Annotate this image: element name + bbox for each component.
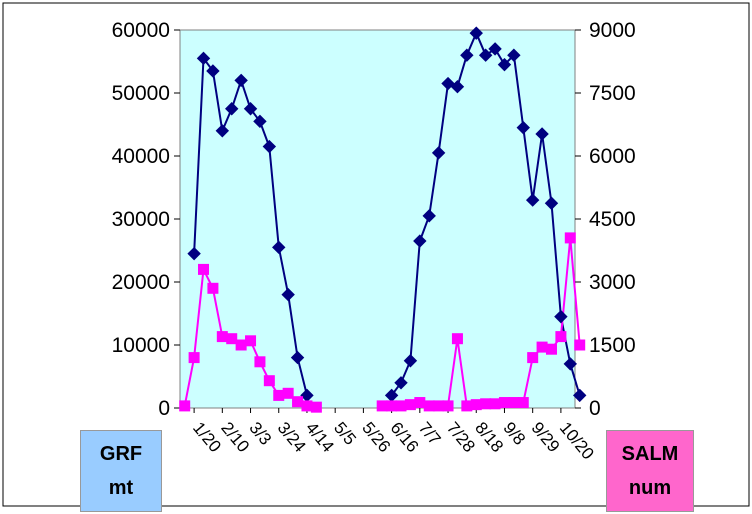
series-1-point xyxy=(525,193,540,207)
left-axis-label-box: GRF mt xyxy=(80,430,162,512)
series-2-point xyxy=(574,339,586,351)
series-2-point xyxy=(423,400,435,412)
series-1-point xyxy=(187,246,201,261)
right-tick-label: 0 xyxy=(589,397,601,420)
series-2-point xyxy=(536,341,548,353)
series-2-point xyxy=(292,396,304,408)
series-1-point xyxy=(563,357,578,371)
series-2-point xyxy=(216,331,228,343)
series-1-point xyxy=(394,376,408,390)
series-1-point xyxy=(516,120,530,135)
series-2-point xyxy=(245,335,257,347)
series-2-point xyxy=(527,352,539,364)
left-axis-label-line1: GRF xyxy=(99,443,143,465)
series-2-point xyxy=(564,232,576,244)
series-2-point xyxy=(480,398,492,410)
right-axis-label-line1: SALM xyxy=(621,443,679,465)
series-1-point xyxy=(243,102,258,116)
series-1-point xyxy=(431,146,446,160)
series-1-point xyxy=(403,354,418,368)
left-tick-label: 10000 xyxy=(112,334,170,357)
series-1-point xyxy=(469,26,483,40)
series-1-point xyxy=(234,73,248,88)
right-axis-label-line2: num xyxy=(628,477,672,499)
right-tick-label: 4500 xyxy=(589,208,636,231)
series-2-point xyxy=(555,331,567,343)
series-1-point xyxy=(281,287,295,302)
series-2-point xyxy=(545,343,557,355)
series-1-point xyxy=(225,102,239,116)
series-2-point xyxy=(254,356,266,368)
series-2-point xyxy=(273,389,285,401)
series-2-point xyxy=(433,400,445,412)
series-2-point xyxy=(301,400,313,412)
series-2-point xyxy=(263,375,275,387)
series-2-point xyxy=(404,399,416,411)
right-tick-label: 1500 xyxy=(589,334,636,357)
right-tick-label: 3000 xyxy=(589,271,636,294)
series-1-point xyxy=(544,196,559,210)
left-axis-label-line2: mt xyxy=(108,477,134,499)
series-2-point xyxy=(376,400,388,412)
series-1-point xyxy=(215,124,230,138)
series-1-point xyxy=(196,51,211,66)
series-1-point xyxy=(554,309,568,324)
left-tick-label: 0 xyxy=(158,397,170,420)
series-2-point xyxy=(235,339,247,351)
series-1-point xyxy=(262,139,277,154)
left-tick-label: 20000 xyxy=(112,271,170,294)
series-1-point xyxy=(413,234,427,248)
series-1-point xyxy=(478,48,493,62)
left-tick-label: 50000 xyxy=(112,82,170,105)
series-2-point xyxy=(310,401,322,413)
right-tick-label: 7500 xyxy=(589,82,636,105)
left-axis-tick-labels: 0 10000 20000 30000 40000 50000 60000 xyxy=(112,19,180,420)
series-2-point xyxy=(508,397,520,409)
series-1-point xyxy=(206,64,220,78)
series-1-point xyxy=(290,350,305,365)
series-markers xyxy=(179,26,587,413)
series-1-point xyxy=(497,57,512,72)
series-2-point xyxy=(461,400,473,412)
series-2-point xyxy=(207,282,219,294)
series-2-point xyxy=(226,333,238,345)
series-2-point xyxy=(498,397,510,409)
series-2-point xyxy=(442,400,454,412)
series-2-point xyxy=(179,400,191,412)
series-2-point xyxy=(386,400,398,412)
right-axis-tick-labels: 0 1500 3000 4500 6000 7500 9000 xyxy=(575,19,636,420)
series-1-point xyxy=(450,79,465,94)
series-1-point xyxy=(253,114,267,129)
series-2-point xyxy=(282,387,294,399)
right-tick-label: 6000 xyxy=(589,145,636,168)
series-1-point xyxy=(535,127,549,141)
left-tick-label: 30000 xyxy=(112,208,170,231)
series-1-point xyxy=(572,388,587,403)
right-tick-label: 9000 xyxy=(589,19,636,42)
series-1-point xyxy=(507,48,521,62)
series-1-point xyxy=(422,209,436,223)
series-2-point xyxy=(489,398,501,410)
series-1-point xyxy=(460,48,474,62)
series-2-point xyxy=(414,397,426,409)
series-2-point xyxy=(395,400,407,412)
left-tick-label: 60000 xyxy=(112,19,170,42)
left-tick-label: 40000 xyxy=(112,145,170,168)
series-1-point xyxy=(488,42,502,56)
series-2-point xyxy=(470,399,482,411)
series-2-point xyxy=(517,397,529,409)
series-2-point xyxy=(198,263,210,275)
series-2-point xyxy=(451,333,463,345)
right-axis-label-box: SALM num xyxy=(606,430,694,512)
series-1-point xyxy=(272,240,286,255)
series-2-point xyxy=(188,352,200,364)
